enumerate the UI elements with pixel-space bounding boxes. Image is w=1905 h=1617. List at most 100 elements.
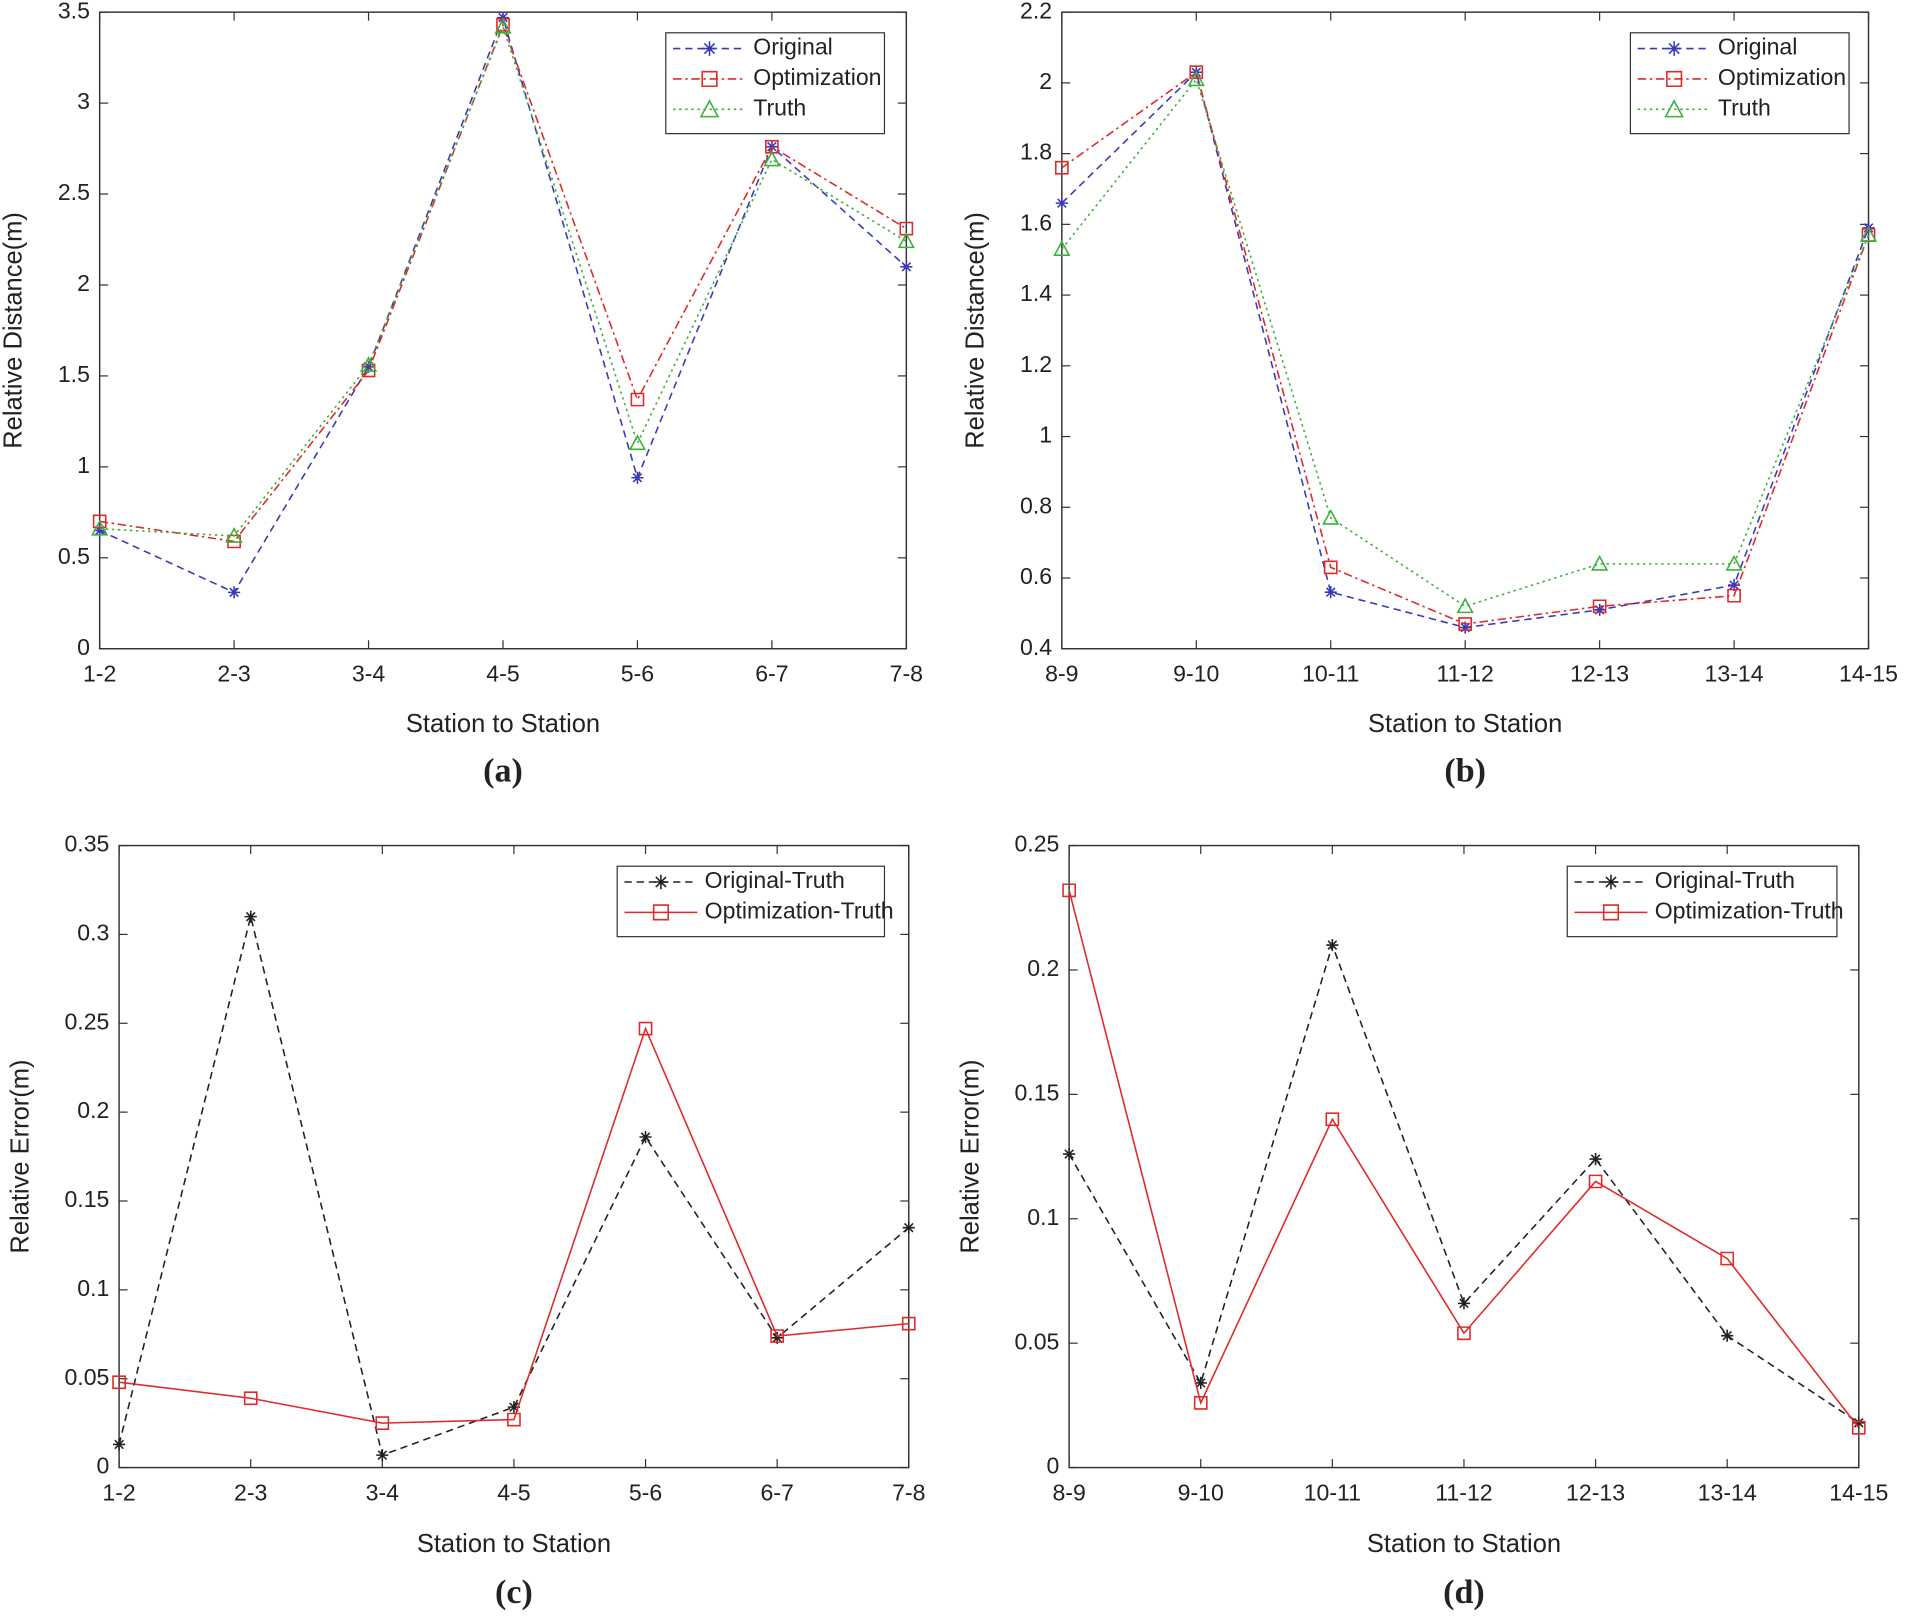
data-point bbox=[1325, 1112, 1340, 1127]
data-point bbox=[630, 392, 645, 407]
x-tick-label: 4-5 bbox=[497, 1479, 530, 1505]
y-tick-label: 0.2 bbox=[77, 1097, 109, 1123]
legend-label: Truth bbox=[753, 94, 806, 120]
data-point bbox=[1458, 617, 1473, 631]
data-point bbox=[496, 11, 510, 24]
legend-marker bbox=[652, 904, 670, 921]
data-point bbox=[897, 232, 915, 249]
legend-label: Original bbox=[753, 34, 833, 60]
data-point bbox=[1063, 1147, 1076, 1161]
x-axis-label: Station to Station bbox=[417, 1530, 611, 1558]
x-tick-label: 6-7 bbox=[755, 661, 788, 687]
data-point bbox=[113, 1438, 126, 1451]
y-tick-label: 0 bbox=[97, 1453, 110, 1479]
panel-caption: (b) bbox=[1444, 753, 1486, 790]
x-tick-label: 11-12 bbox=[1435, 1479, 1492, 1505]
x-tick-label: 5-6 bbox=[621, 661, 654, 687]
y-tick-label: 0.8 bbox=[1020, 492, 1052, 518]
legend-marker bbox=[699, 99, 720, 118]
y-tick-label: 1.8 bbox=[1020, 139, 1052, 165]
data-point bbox=[1055, 197, 1068, 210]
data-point bbox=[507, 1412, 521, 1427]
legend-label: Original-Truth bbox=[1655, 867, 1795, 893]
y-tick-label: 0.3 bbox=[77, 920, 109, 946]
data-point bbox=[91, 519, 109, 536]
legend-label: Optimization-Truth bbox=[1655, 897, 1844, 923]
data-point bbox=[631, 471, 644, 484]
x-tick-label: 14-15 bbox=[1839, 661, 1898, 687]
data-point bbox=[1852, 1416, 1865, 1429]
data-point bbox=[112, 1375, 126, 1390]
data-point bbox=[899, 221, 914, 236]
y-tick-label: 3 bbox=[77, 88, 90, 114]
data-point bbox=[1720, 1251, 1735, 1266]
y-tick-label: 0.25 bbox=[64, 1008, 109, 1034]
plot-area bbox=[1068, 844, 1860, 1469]
y-tick-label: 0.35 bbox=[64, 831, 109, 857]
series-line bbox=[1061, 70, 1870, 629]
data-point bbox=[771, 1331, 784, 1344]
data-point bbox=[227, 534, 241, 549]
y-axis-label: Relative Distance(m) bbox=[962, 212, 990, 449]
data-point bbox=[1457, 1326, 1471, 1341]
y-tick-label: 2 bbox=[1039, 68, 1052, 94]
y-tick-label: 0.4 bbox=[1020, 634, 1052, 660]
y-tick-label: 0.25 bbox=[1014, 831, 1059, 857]
x-tick-label: 13-14 bbox=[1705, 661, 1764, 687]
data-point bbox=[638, 1021, 653, 1036]
legend-label: Original bbox=[1718, 34, 1798, 60]
data-point bbox=[628, 434, 647, 451]
data-point bbox=[1588, 1174, 1603, 1189]
series-line bbox=[99, 24, 907, 537]
y-axis-label: Relative Distance(m) bbox=[0, 212, 27, 449]
data-point bbox=[1727, 579, 1741, 592]
legend-marker bbox=[653, 874, 669, 890]
x-tick-label: 2-3 bbox=[217, 661, 250, 687]
legend-marker bbox=[1666, 70, 1683, 88]
x-tick-label: 5-6 bbox=[629, 1479, 662, 1505]
x-tick-label: 13-14 bbox=[1698, 1479, 1757, 1505]
data-point bbox=[1727, 588, 1741, 603]
data-point bbox=[362, 360, 375, 373]
x-tick-label: 10-11 bbox=[1302, 661, 1359, 687]
data-point bbox=[1194, 1376, 1207, 1390]
plot-area bbox=[118, 844, 910, 1469]
data-point bbox=[639, 1130, 652, 1144]
x-tick-label: 12-13 bbox=[1570, 661, 1629, 687]
y-tick-label: 1.4 bbox=[1020, 280, 1052, 306]
legend-label: Optimization bbox=[1718, 64, 1846, 90]
y-tick-label: 0.2 bbox=[1027, 955, 1059, 981]
x-tick-label: 8-9 bbox=[1045, 661, 1078, 687]
y-tick-label: 3.5 bbox=[58, 0, 90, 23]
data-point bbox=[765, 139, 779, 154]
data-point bbox=[1187, 70, 1205, 87]
y-tick-label: 1.2 bbox=[1020, 351, 1052, 377]
x-tick-label: 4-5 bbox=[486, 661, 519, 687]
legend-label: Optimization-Truth bbox=[705, 897, 894, 923]
x-tick-label: 2-3 bbox=[234, 1479, 267, 1505]
data-point bbox=[1189, 65, 1204, 80]
data-point bbox=[1592, 599, 1607, 614]
y-tick-label: 1 bbox=[77, 452, 90, 478]
data-point bbox=[507, 1401, 521, 1414]
legend-marker bbox=[1666, 41, 1682, 56]
x-tick-label: 3-4 bbox=[352, 661, 386, 687]
legend-marker bbox=[1603, 874, 1619, 890]
x-axis-label: Station to Station bbox=[1367, 1530, 1561, 1558]
data-point bbox=[901, 1316, 916, 1331]
data-point bbox=[1457, 1297, 1471, 1310]
y-tick-label: 0.05 bbox=[1014, 1328, 1059, 1354]
data-point bbox=[1322, 508, 1340, 525]
series-line bbox=[118, 916, 910, 1457]
data-point bbox=[92, 514, 107, 529]
series-line bbox=[1068, 890, 1860, 1429]
x-tick-label: 7-8 bbox=[890, 661, 923, 687]
x-tick-label: 8-9 bbox=[1052, 1479, 1085, 1505]
panel-caption: (a) bbox=[483, 753, 523, 790]
data-point bbox=[1062, 883, 1076, 898]
legend-marker bbox=[1602, 904, 1620, 921]
data-point bbox=[359, 356, 378, 372]
legend-box bbox=[1566, 865, 1838, 938]
